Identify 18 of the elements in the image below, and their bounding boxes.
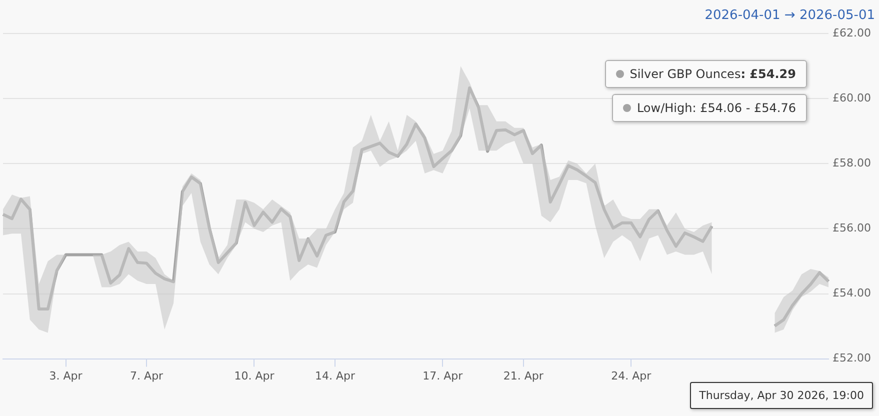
x-tick-label: 7. Apr bbox=[130, 369, 164, 382]
chart-title: 2026-04-01 → 2026-05-01 bbox=[704, 8, 875, 24]
x-tick-label: 14. Apr bbox=[314, 369, 356, 382]
y-tick-label: £52.00 bbox=[832, 352, 872, 365]
x-tick-label: 24. Apr bbox=[611, 369, 652, 382]
y-tick-label: £62.00 bbox=[832, 26, 872, 40]
x-tick-label: 21. Apr bbox=[503, 369, 544, 382]
annotation: Low/High: £54.06 - £54.76 bbox=[636, 101, 796, 115]
y-tick-label: £56.00 bbox=[832, 222, 872, 235]
text: Thursday, Apr 30 2026, 19:00 bbox=[690, 382, 873, 409]
y-tick-label: £60.00 bbox=[832, 92, 872, 104]
legend-label: Silver GBP Ounces bbox=[630, 67, 741, 81]
x-tick-label: 10. Apr bbox=[234, 369, 275, 382]
x-tick-label: 17. Apr bbox=[422, 369, 464, 382]
y-tick-label: £54.00 bbox=[832, 286, 872, 300]
y-tick-label: £58.00 bbox=[832, 156, 872, 170]
x-tick-label: 3. Apr bbox=[49, 369, 83, 382]
annotation: : £54.29 bbox=[740, 67, 796, 81]
